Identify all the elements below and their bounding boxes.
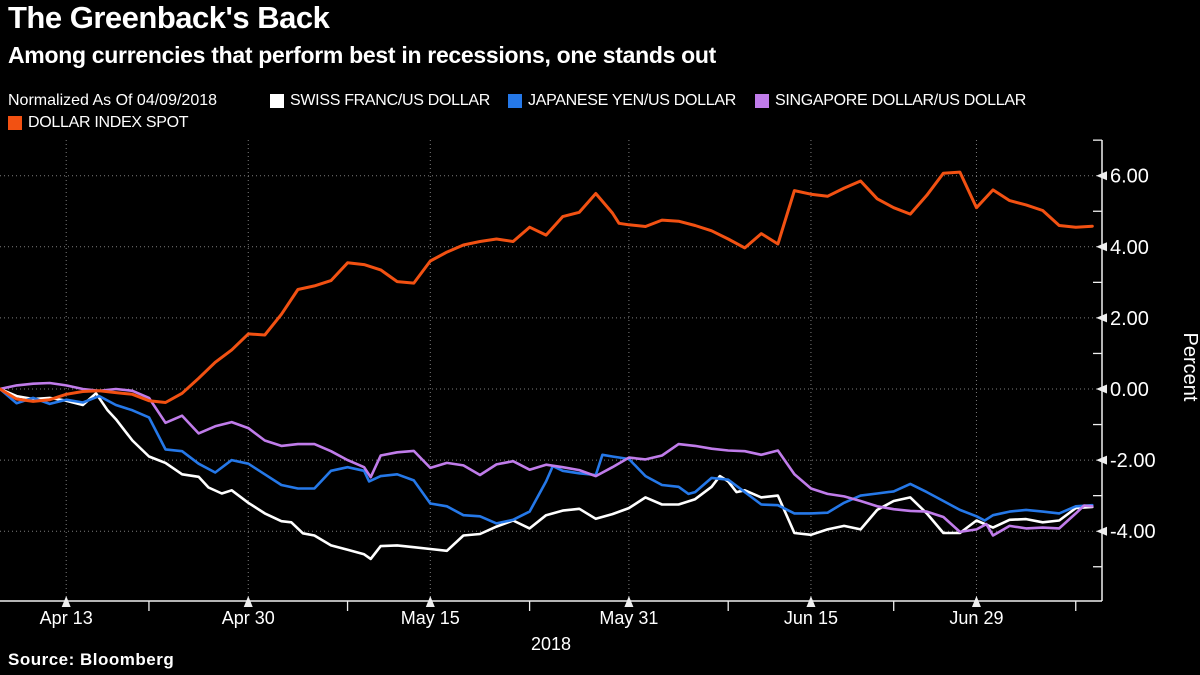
series-color-swatch-white [270, 94, 284, 108]
x-tick-label: May 15 [401, 608, 460, 628]
x-tick-arrow [243, 596, 253, 607]
y-tick-label: -2.00 [1110, 450, 1156, 472]
x-tick-label: Jun 29 [949, 608, 1003, 628]
series-color-swatch-purple [755, 94, 769, 108]
legend-item-japanese-yen: JAPANESE YEN/US DOLLAR [508, 92, 736, 110]
y-tick-label: 0.00 [1110, 379, 1149, 401]
legend-label: DOLLAR INDEX SPOT [28, 114, 189, 131]
x-axis-year-label: 2018 [531, 634, 571, 654]
x-tick-label: May 31 [599, 608, 658, 628]
legend-label: JAPANESE YEN/US DOLLAR [528, 92, 736, 109]
legend-normalized-note: Normalized As Of 04/09/2018 [8, 92, 218, 109]
x-tick-arrow [806, 596, 816, 607]
y-tick-arrow [1096, 526, 1107, 536]
legend-label: SWISS FRANC/US DOLLAR [290, 92, 490, 109]
legend-label: SINGAPORE DOLLAR/US DOLLAR [775, 92, 1026, 109]
series-line-0 [0, 387, 1094, 561]
y-tick-arrow [1096, 171, 1107, 181]
x-tick-arrow [971, 596, 981, 607]
x-tick-label: Jun 15 [784, 608, 838, 628]
x-tick-label: Apr 13 [40, 608, 93, 628]
y-tick-arrow [1096, 242, 1107, 252]
legend-row-1: Normalized As Of 04/09/2018 SWISS FRANC/… [0, 92, 1200, 110]
legend-item-dollar-index: DOLLAR INDEX SPOT [8, 114, 189, 132]
series-color-swatch-orange [8, 116, 22, 130]
legend-row-2: DOLLAR INDEX SPOT [0, 114, 1200, 132]
legend-item-singapore-dollar: SINGAPORE DOLLAR/US DOLLAR [755, 92, 1026, 110]
chart-title: The Greenback's Back [8, 0, 330, 35]
y-tick-arrow [1096, 384, 1107, 394]
series-line-1 [0, 387, 1094, 525]
series-line-3 [0, 170, 1094, 404]
x-tick-label: Apr 30 [222, 608, 275, 628]
x-tick-arrow [624, 596, 634, 607]
y-tick-arrow [1096, 313, 1107, 323]
series-color-swatch-blue [508, 94, 522, 108]
x-tick-arrow [61, 596, 71, 607]
legend-item-swiss-franc: SWISS FRANC/US DOLLAR [270, 92, 490, 110]
y-tick-label: -4.00 [1110, 521, 1156, 543]
y-tick-label: 4.00 [1110, 237, 1149, 259]
series-line-2 [0, 381, 1094, 537]
source-attribution: Source: Bloomberg [8, 650, 175, 669]
y-tick-arrow [1096, 455, 1107, 465]
y-tick-label: 6.00 [1110, 166, 1149, 188]
y-axis-title: Percent [1179, 333, 1200, 402]
x-tick-arrow [425, 596, 435, 607]
y-tick-label: 2.00 [1110, 308, 1149, 330]
chart-subtitle: Among currencies that perform best in re… [8, 42, 717, 68]
